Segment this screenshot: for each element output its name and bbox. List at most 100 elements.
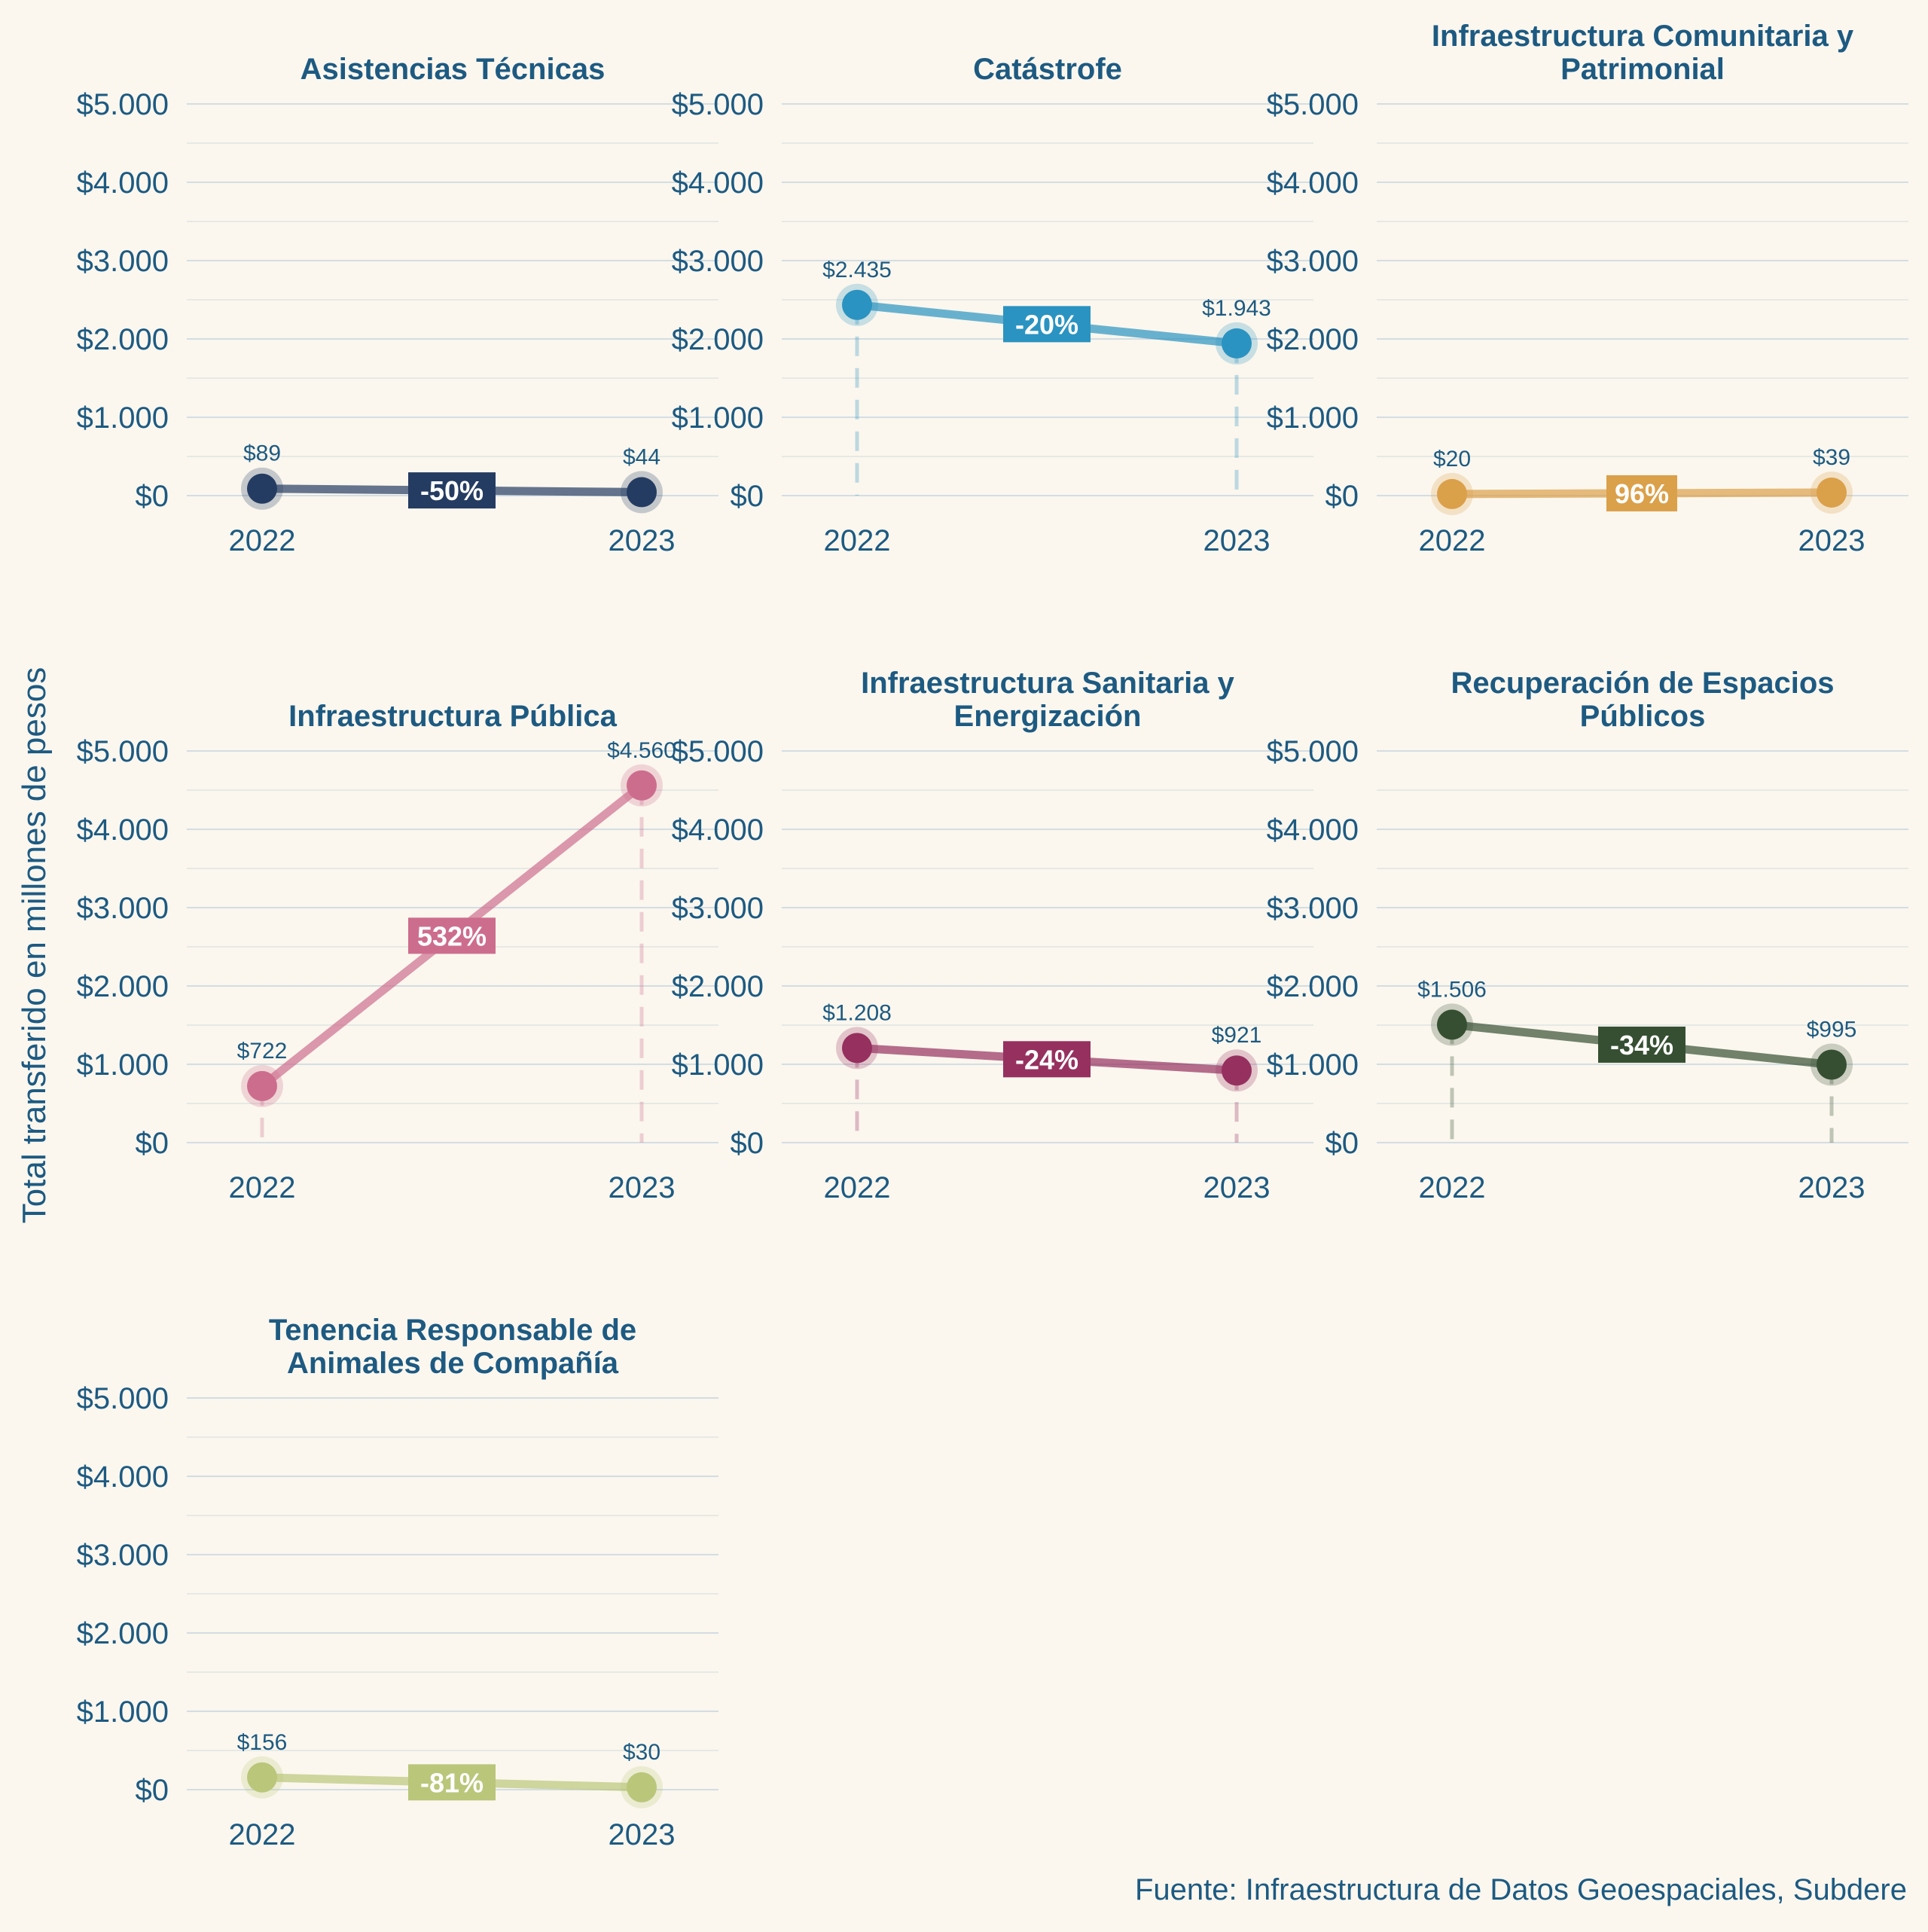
x-tick-label: 2023 — [1203, 1171, 1271, 1204]
y-tick-label: $0 — [1326, 1127, 1359, 1160]
data-label: $4.560 — [607, 738, 676, 763]
data-label: $2.435 — [822, 258, 892, 282]
panel-title: Energización — [954, 700, 1142, 733]
data-point — [247, 1762, 277, 1793]
y-tick-label: $3.000 — [77, 1539, 169, 1572]
y-axis-label: Total transferido en millones de pesos — [16, 667, 53, 1224]
data-label: $89 — [243, 441, 281, 466]
change-badge — [1598, 1026, 1685, 1063]
y-tick-label: $0 — [136, 480, 169, 513]
y-tick-label: $0 — [136, 1774, 169, 1807]
x-tick-label: 2023 — [1798, 1171, 1865, 1204]
data-point — [1222, 1055, 1252, 1086]
y-tick-label: $4.000 — [77, 166, 169, 200]
panel-title: Infraestructura Pública — [288, 700, 617, 733]
y-tick-label: $5.000 — [672, 88, 764, 121]
panel-0: $0 $1.000 $2.000 $3.000 $4.000 $5.000 Asistenc… — [77, 53, 718, 557]
y-tick-label: $1.000 — [1267, 401, 1359, 435]
panel-3: $0 $1.000 $2.000 $3.000 $4.000 $5.000 Infraest… — [77, 700, 718, 1204]
y-tick-label: $1.000 — [672, 401, 764, 435]
y-tick-label: $5.000 — [77, 1382, 169, 1415]
panel-title: Asistencias Técnicas — [300, 53, 606, 86]
y-tick-label: $1.000 — [77, 1048, 169, 1082]
y-tick-label: $4.000 — [672, 166, 764, 200]
panel-title: Catástrofe — [973, 53, 1122, 86]
data-point — [627, 477, 657, 508]
x-tick-label: 2022 — [229, 1818, 296, 1851]
x-tick-label: 2022 — [229, 1171, 296, 1204]
y-tick-label: $5.000 — [1267, 735, 1359, 768]
data-label: $20 — [1433, 447, 1471, 472]
change-badge-label: -50% — [420, 475, 484, 506]
panel-5: $0 $1.000 $2.000 $3.000 $4.000 $5.000 Recupera… — [1267, 667, 1908, 1204]
change-badge-label: -24% — [1015, 1044, 1078, 1075]
y-tick-label: $1.000 — [1267, 1048, 1359, 1082]
data-point — [627, 1772, 657, 1802]
panel-6: $0 $1.000 $2.000 $3.000 $4.000 $5.000 Tenencia… — [77, 1314, 718, 1851]
y-tick-label: $2.000 — [672, 323, 764, 356]
panel-2: $0 $1.000 $2.000 $3.000 $4.000 $5.000 Infraest… — [1267, 20, 1908, 557]
y-tick-label: $2.000 — [77, 323, 169, 356]
panel-title: Públicos — [1580, 700, 1706, 733]
panel-title: Infraestructura Comunitaria y — [1432, 20, 1854, 53]
panel-title: Patrimonial — [1560, 53, 1725, 86]
panel-1: $0 $1.000 $2.000 $3.000 $4.000 $5.000 Catástro… — [672, 53, 1313, 557]
x-tick-label: 2022 — [1419, 1171, 1486, 1204]
y-tick-label: $4.000 — [1267, 166, 1359, 200]
y-tick-label: $3.000 — [77, 245, 169, 278]
x-tick-label: 2022 — [229, 524, 296, 557]
data-point — [1817, 1049, 1847, 1080]
data-point — [842, 289, 872, 320]
y-tick-label: $1.000 — [77, 1695, 169, 1729]
x-tick-label: 2023 — [1203, 524, 1271, 557]
y-tick-label: $0 — [731, 1127, 764, 1160]
data-label: $921 — [1212, 1023, 1262, 1048]
change-badge — [1003, 1041, 1091, 1078]
panel-title: Recuperación de Espacios — [1451, 667, 1834, 700]
data-label: $44 — [623, 444, 660, 469]
x-tick-label: 2022 — [824, 524, 891, 557]
panel-title: Infraestructura Sanitaria y — [861, 667, 1234, 700]
change-badge-label: -81% — [420, 1767, 484, 1798]
y-tick-label: $1.000 — [77, 401, 169, 435]
x-tick-label: 2023 — [609, 524, 676, 557]
change-badge-label: -20% — [1015, 309, 1078, 340]
change-badge — [408, 1764, 496, 1801]
change-badge — [1606, 475, 1677, 511]
data-point — [842, 1033, 872, 1064]
change-badge-label: 532% — [417, 920, 487, 951]
data-label: $1.943 — [1202, 296, 1271, 321]
y-tick-label: $1.000 — [672, 1048, 764, 1082]
panel-title: Tenencia Responsable de — [269, 1314, 636, 1347]
panel-4: $0 $1.000 $2.000 $3.000 $4.000 $5.000 Infraest… — [672, 667, 1313, 1204]
y-tick-label: $2.000 — [1267, 323, 1359, 356]
x-tick-label: 2022 — [1419, 524, 1486, 557]
y-tick-label: $2.000 — [672, 970, 764, 1003]
y-tick-label: $4.000 — [77, 813, 169, 847]
change-badge — [1003, 306, 1091, 343]
y-tick-label: $2.000 — [77, 1617, 169, 1650]
y-tick-label: $0 — [1326, 480, 1359, 513]
data-point — [247, 473, 277, 504]
data-label: $156 — [237, 1730, 288, 1755]
y-tick-label: $0 — [136, 1127, 169, 1160]
x-tick-label: 2023 — [609, 1818, 676, 1851]
y-tick-label: $2.000 — [1267, 970, 1359, 1003]
change-badge — [408, 472, 496, 509]
panel-title: Animales de Compañía — [287, 1347, 619, 1380]
y-tick-label: $2.000 — [77, 970, 169, 1003]
data-point — [1437, 478, 1467, 509]
y-tick-label: $4.000 — [672, 813, 764, 847]
data-label: $995 — [1807, 1018, 1857, 1042]
y-tick-label: $3.000 — [1267, 892, 1359, 925]
panels: $0 $1.000 $2.000 $3.000 $4.000 $5.000 Asistenc… — [77, 20, 1908, 1851]
data-label: $1.208 — [822, 1000, 892, 1025]
data-label: $30 — [623, 1740, 660, 1765]
source-caption: Fuente: Infraestructura de Datos Geoespa… — [1135, 1873, 1907, 1906]
y-tick-label: $5.000 — [77, 88, 169, 121]
x-tick-label: 2022 — [824, 1171, 891, 1204]
y-tick-label: $5.000 — [672, 735, 764, 768]
